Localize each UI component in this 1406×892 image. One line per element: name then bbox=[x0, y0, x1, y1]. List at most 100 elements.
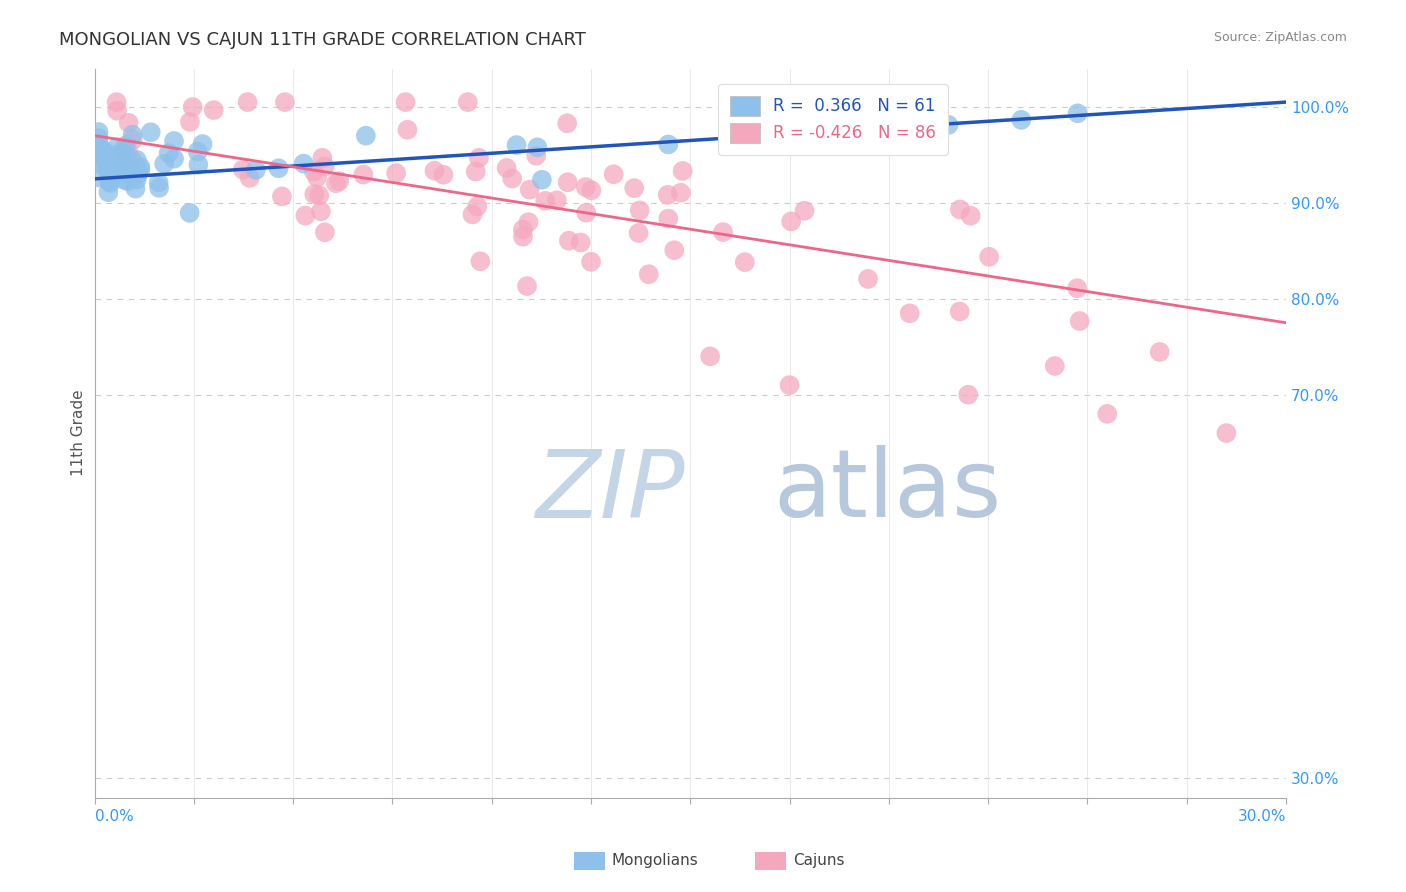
Point bbox=[657, 187, 679, 202]
Text: ZIP: ZIP bbox=[536, 446, 685, 537]
Point bbox=[181, 100, 204, 114]
Point bbox=[302, 164, 325, 178]
Point bbox=[112, 162, 135, 177]
Text: 30.0%: 30.0% bbox=[1237, 809, 1286, 824]
Point bbox=[530, 173, 553, 187]
Point bbox=[637, 267, 659, 281]
Point bbox=[949, 202, 972, 217]
Point bbox=[121, 133, 143, 147]
Point bbox=[957, 387, 980, 401]
Point bbox=[236, 95, 259, 109]
Point bbox=[112, 173, 135, 187]
Point bbox=[328, 174, 350, 188]
Point bbox=[308, 188, 330, 202]
Point bbox=[396, 122, 419, 136]
Point bbox=[664, 243, 686, 257]
Point bbox=[468, 151, 491, 165]
Point bbox=[898, 306, 921, 320]
Point bbox=[179, 206, 201, 220]
Point bbox=[139, 125, 162, 139]
Point bbox=[294, 209, 316, 223]
Point bbox=[546, 194, 568, 208]
Point bbox=[97, 168, 120, 182]
Point bbox=[354, 128, 377, 143]
Point bbox=[98, 176, 121, 190]
Point bbox=[121, 128, 143, 142]
Text: Cajuns: Cajuns bbox=[793, 854, 845, 868]
Point bbox=[98, 175, 121, 189]
Point bbox=[780, 214, 803, 228]
Point bbox=[112, 145, 135, 160]
Point bbox=[512, 229, 534, 244]
Point bbox=[959, 209, 981, 223]
Point bbox=[602, 167, 624, 181]
Point bbox=[1066, 281, 1088, 295]
Point bbox=[769, 126, 792, 140]
Legend: R =  0.366   N = 61, R = -0.426   N = 86: R = 0.366 N = 61, R = -0.426 N = 86 bbox=[718, 84, 948, 155]
Point bbox=[734, 255, 756, 269]
Point bbox=[163, 134, 186, 148]
Point bbox=[672, 164, 695, 178]
Point bbox=[938, 118, 960, 132]
Point bbox=[157, 146, 180, 161]
Point bbox=[325, 176, 347, 190]
Point bbox=[307, 170, 329, 185]
Point bbox=[524, 149, 547, 163]
Point bbox=[470, 254, 492, 268]
Point bbox=[657, 137, 679, 152]
Point bbox=[108, 158, 131, 172]
Point bbox=[557, 175, 579, 189]
Point bbox=[465, 199, 488, 213]
Point bbox=[127, 167, 149, 181]
Point bbox=[117, 145, 139, 159]
Point bbox=[669, 186, 692, 200]
Point bbox=[153, 157, 176, 171]
Point bbox=[534, 194, 557, 208]
Point bbox=[385, 166, 408, 180]
Point bbox=[93, 150, 115, 164]
Point bbox=[87, 131, 110, 145]
Point bbox=[314, 225, 336, 239]
Point bbox=[627, 226, 650, 240]
Point bbox=[124, 181, 146, 195]
Point bbox=[457, 95, 479, 109]
Point bbox=[118, 168, 141, 182]
Point bbox=[267, 161, 290, 176]
Point bbox=[148, 176, 170, 190]
Point bbox=[793, 203, 815, 218]
Point bbox=[105, 147, 128, 161]
Point bbox=[569, 235, 592, 250]
Point bbox=[191, 136, 214, 151]
Point bbox=[274, 95, 297, 109]
Point bbox=[271, 189, 294, 203]
Point bbox=[779, 378, 801, 392]
Point bbox=[125, 172, 148, 186]
Point bbox=[949, 304, 972, 318]
Point bbox=[163, 152, 186, 166]
Point bbox=[394, 95, 416, 109]
Point bbox=[117, 174, 139, 188]
Point bbox=[555, 116, 578, 130]
Point bbox=[239, 170, 262, 185]
Point bbox=[731, 128, 754, 143]
Point bbox=[104, 156, 127, 170]
Text: 0.0%: 0.0% bbox=[94, 809, 134, 824]
Point bbox=[112, 145, 135, 160]
Point bbox=[581, 183, 603, 197]
Point bbox=[495, 161, 517, 175]
Text: Mongolians: Mongolians bbox=[612, 854, 699, 868]
Point bbox=[512, 222, 534, 236]
Point bbox=[115, 149, 138, 163]
Point bbox=[108, 161, 131, 175]
Point bbox=[623, 181, 645, 195]
Point bbox=[699, 349, 721, 363]
Point bbox=[87, 136, 110, 151]
Point bbox=[856, 272, 879, 286]
Point bbox=[304, 187, 326, 202]
Point bbox=[114, 140, 136, 154]
Point bbox=[87, 125, 110, 139]
Y-axis label: 11th Grade: 11th Grade bbox=[72, 390, 86, 476]
Point bbox=[1066, 106, 1088, 120]
Point bbox=[100, 167, 122, 181]
Point bbox=[96, 158, 118, 172]
